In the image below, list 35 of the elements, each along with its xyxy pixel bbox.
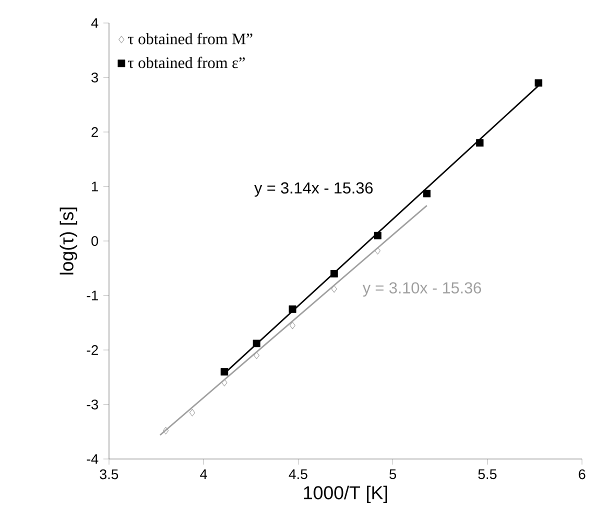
y-tick-label: 4	[91, 18, 98, 28]
y-tick-label: -3	[86, 399, 98, 410]
point	[162, 426, 169, 434]
point	[220, 368, 228, 376]
x-tick-label: 4.5	[288, 469, 308, 479]
y-tick-label: -2	[86, 344, 98, 355]
y-tick-label: -1	[86, 290, 98, 300]
point	[189, 408, 196, 416]
x-tick-label: 3.5	[100, 469, 118, 480]
y-tick-label: -4	[86, 454, 98, 464]
y-tick-label: 0	[91, 236, 98, 246]
point	[330, 270, 338, 278]
point	[374, 246, 381, 254]
x-tick-label: 4	[200, 469, 208, 479]
point	[288, 305, 296, 313]
point	[476, 138, 484, 146]
legend-label: τ obtained from M”	[128, 32, 252, 44]
point	[423, 190, 431, 198]
x-tick-label: 6	[578, 469, 586, 480]
y-tick-label: 3	[91, 72, 98, 82]
point	[374, 232, 382, 240]
point	[290, 322, 296, 329]
point	[331, 285, 338, 292]
legend-label: τ obtained from ε”	[128, 56, 245, 68]
x-tick-label: 5.5	[478, 469, 497, 479]
y-tick-label: 1	[92, 181, 98, 192]
annotation: y = 3.10x - 15.36	[362, 282, 482, 296]
y-axis-title: log(τ) [s]	[60, 207, 78, 274]
annotation: y = 3.14x - 15.36	[254, 182, 373, 197]
x-axis-title: 1000/T [K]	[304, 485, 388, 503]
point	[254, 352, 260, 359]
point	[252, 340, 260, 347]
y-tick-label: 2	[92, 126, 98, 137]
x-tick-label: 5	[389, 469, 396, 479]
point	[534, 79, 542, 86]
